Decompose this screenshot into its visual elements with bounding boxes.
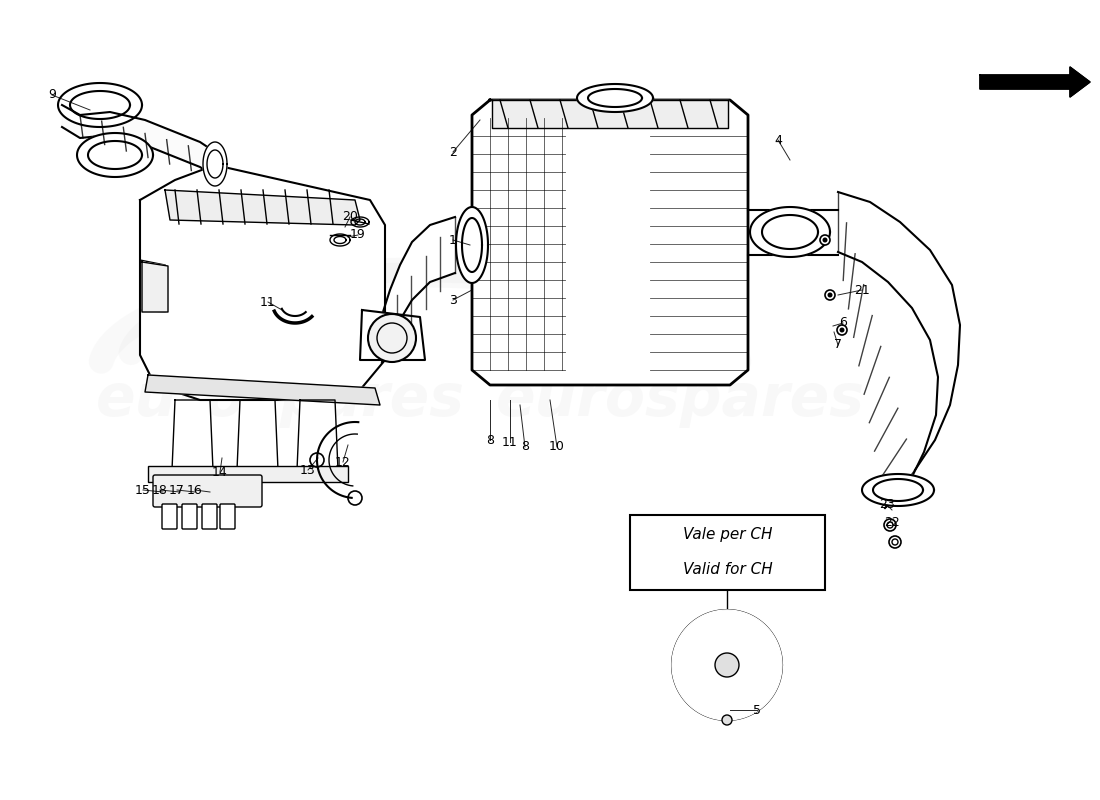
Circle shape xyxy=(889,536,901,548)
Text: 14: 14 xyxy=(212,466,228,478)
Text: 8: 8 xyxy=(486,434,494,446)
Circle shape xyxy=(884,519,896,531)
FancyBboxPatch shape xyxy=(220,504,235,529)
Polygon shape xyxy=(360,310,425,360)
Circle shape xyxy=(827,293,833,298)
Circle shape xyxy=(825,290,835,300)
Text: 8: 8 xyxy=(521,441,529,454)
FancyBboxPatch shape xyxy=(153,475,262,507)
Text: 7: 7 xyxy=(834,338,842,351)
Polygon shape xyxy=(77,133,153,177)
Text: 23: 23 xyxy=(879,498,895,511)
Polygon shape xyxy=(838,192,960,508)
Text: 11: 11 xyxy=(260,295,276,309)
Text: 16: 16 xyxy=(187,483,202,497)
Polygon shape xyxy=(140,165,385,400)
Circle shape xyxy=(837,325,847,335)
Polygon shape xyxy=(172,400,213,470)
Text: 4: 4 xyxy=(774,134,782,146)
Circle shape xyxy=(722,715,732,725)
Polygon shape xyxy=(672,610,782,720)
Text: 19: 19 xyxy=(350,229,366,242)
Polygon shape xyxy=(578,84,653,112)
Circle shape xyxy=(823,238,827,242)
Text: 12: 12 xyxy=(336,455,351,469)
FancyBboxPatch shape xyxy=(182,504,197,529)
Circle shape xyxy=(368,314,416,362)
Text: Vale per CH: Vale per CH xyxy=(683,527,772,542)
Polygon shape xyxy=(62,105,214,177)
FancyBboxPatch shape xyxy=(148,466,348,482)
FancyBboxPatch shape xyxy=(162,504,177,529)
Text: 2: 2 xyxy=(449,146,456,158)
Text: 3: 3 xyxy=(449,294,456,306)
Text: 18: 18 xyxy=(152,483,168,497)
FancyBboxPatch shape xyxy=(202,504,217,529)
Polygon shape xyxy=(862,474,934,506)
Polygon shape xyxy=(58,83,142,127)
Text: Valid for CH: Valid for CH xyxy=(683,562,772,578)
Polygon shape xyxy=(382,217,455,362)
Text: 10: 10 xyxy=(549,441,565,454)
Text: 11: 11 xyxy=(502,435,518,449)
Text: eurospares: eurospares xyxy=(96,371,464,429)
Text: eurospares: eurospares xyxy=(495,371,865,429)
Polygon shape xyxy=(492,100,728,128)
Text: 9: 9 xyxy=(48,89,56,102)
Polygon shape xyxy=(980,67,1090,97)
Polygon shape xyxy=(204,142,227,186)
Text: 17: 17 xyxy=(169,483,185,497)
Polygon shape xyxy=(456,207,488,283)
Text: 20: 20 xyxy=(342,210,358,223)
Text: 1: 1 xyxy=(449,234,456,246)
Text: 6: 6 xyxy=(839,317,847,330)
Circle shape xyxy=(839,327,845,333)
Polygon shape xyxy=(297,400,338,470)
Circle shape xyxy=(715,653,739,677)
Text: 13: 13 xyxy=(300,463,316,477)
Polygon shape xyxy=(165,190,360,225)
Polygon shape xyxy=(317,422,359,498)
Circle shape xyxy=(820,235,830,245)
Text: 15: 15 xyxy=(135,483,151,497)
FancyBboxPatch shape xyxy=(630,515,825,590)
Polygon shape xyxy=(472,100,748,385)
Polygon shape xyxy=(145,375,380,405)
Text: 21: 21 xyxy=(854,283,870,297)
Polygon shape xyxy=(142,262,168,312)
Polygon shape xyxy=(750,207,830,257)
Text: 5: 5 xyxy=(754,703,761,717)
Polygon shape xyxy=(62,105,214,177)
Polygon shape xyxy=(236,400,278,470)
Text: 22: 22 xyxy=(884,515,900,529)
